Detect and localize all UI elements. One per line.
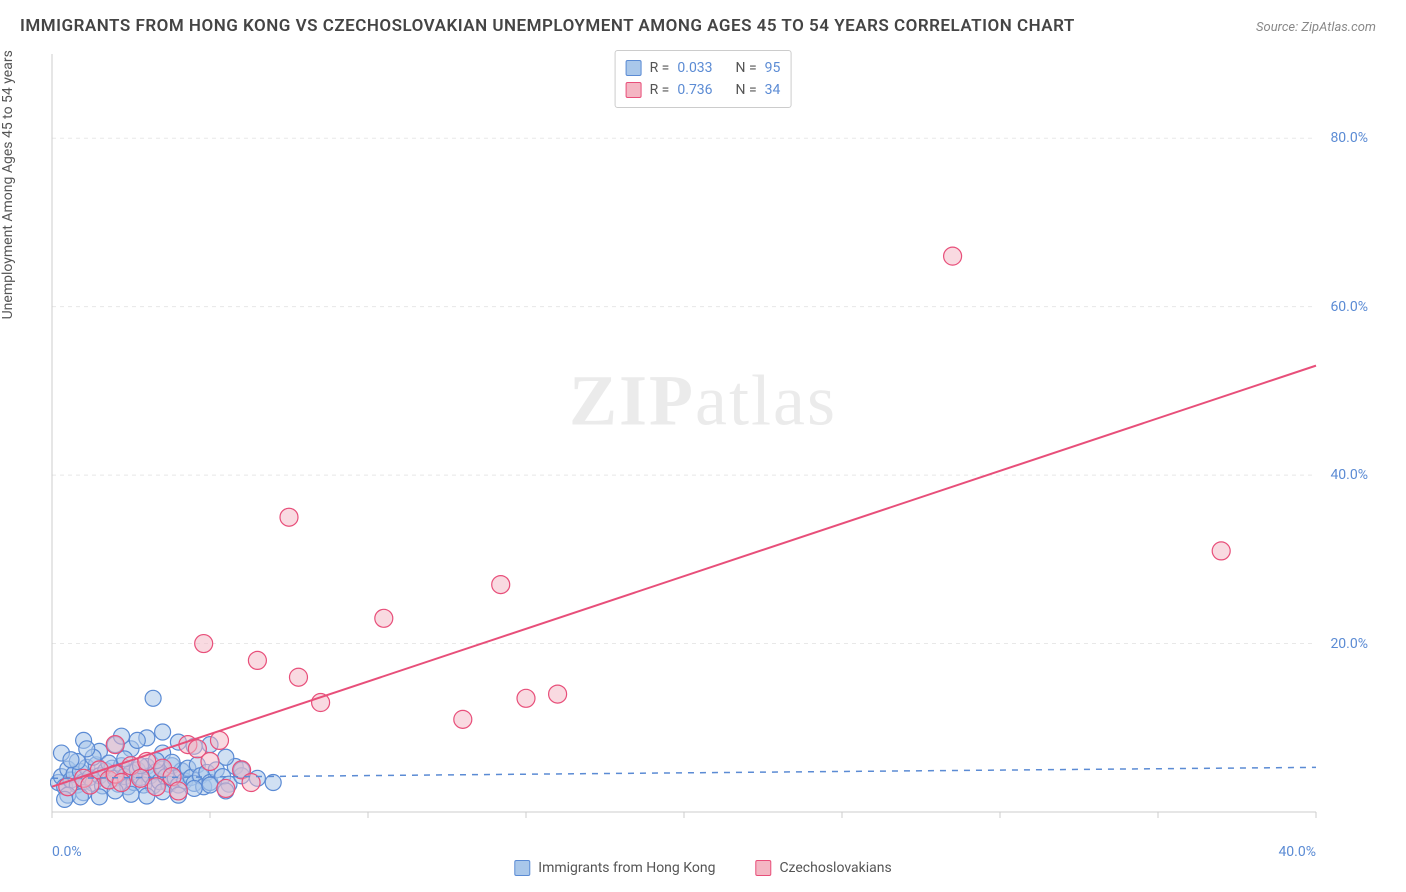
x-tick-label: 0.0%: [52, 844, 82, 860]
y-axis-label: Unemployment Among Ages 45 to 54 years: [0, 50, 16, 319]
legend-item-cz: Czechoslovakians: [755, 860, 891, 876]
y-tick-label: 40.0%: [1330, 467, 1368, 483]
r-label: R =: [650, 57, 670, 79]
stat-legend-row-hk: R = 0.033 N = 95: [626, 57, 781, 79]
y-tick-label: 80.0%: [1330, 130, 1368, 146]
legend-label-cz: Czechoslovakians: [779, 860, 891, 876]
r-label: R =: [650, 79, 670, 101]
source-label: Source: ZipAtlas.com: [1256, 20, 1376, 35]
y-tick-label: 20.0%: [1330, 636, 1368, 652]
n-label: N =: [736, 57, 757, 79]
chart-title: IMMIGRANTS FROM HONG KONG VS CZECHOSLOVA…: [20, 16, 1075, 36]
bottom-legend: Immigrants from Hong Kong Czechoslovakia…: [514, 860, 891, 876]
n-value-hk: 95: [765, 57, 781, 79]
legend-item-hk: Immigrants from Hong Kong: [514, 860, 715, 876]
swatch-cz: [626, 82, 642, 98]
n-label: N =: [736, 79, 757, 101]
stat-legend-row-cz: R = 0.736 N = 34: [626, 79, 781, 101]
legend-label-hk: Immigrants from Hong Kong: [538, 860, 715, 876]
n-value-cz: 34: [765, 79, 781, 101]
chart-area: 20.0% 40.0% 60.0% 80.0%: [50, 50, 1376, 832]
scatter-chart: [50, 50, 1376, 832]
r-value-hk: 0.033: [677, 57, 712, 79]
stat-legend: R = 0.033 N = 95 R = 0.736 N = 34: [615, 50, 792, 108]
r-value-cz: 0.736: [677, 79, 712, 101]
swatch-hk: [626, 60, 642, 76]
swatch-cz: [755, 860, 771, 876]
y-tick-label: 60.0%: [1330, 299, 1368, 315]
swatch-hk: [514, 860, 530, 876]
x-tick-label: 40.0%: [1278, 844, 1316, 860]
